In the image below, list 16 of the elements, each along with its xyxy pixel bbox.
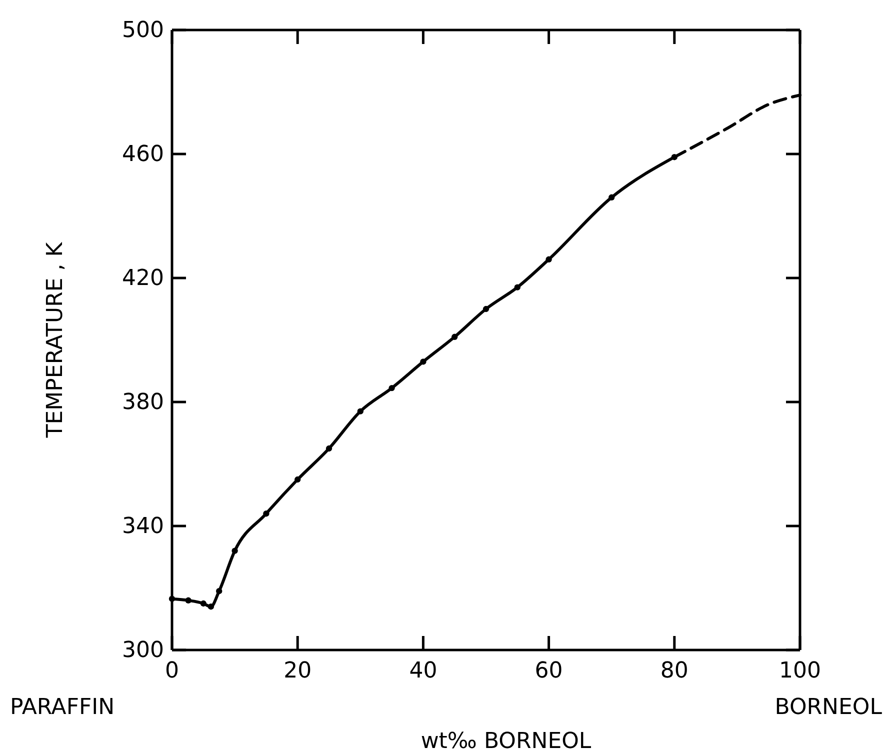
x-axis-title: wt‰ BORNEOL bbox=[420, 729, 592, 754]
x-tick-label: 60 bbox=[534, 658, 563, 684]
x-tick-label: 40 bbox=[409, 658, 438, 684]
text: PARAFFIN bbox=[10, 695, 115, 720]
y-tick-label: 500 bbox=[122, 18, 164, 44]
y-tick-label: 340 bbox=[122, 514, 164, 540]
text: BORNEOL bbox=[774, 695, 883, 720]
y-axis-title: TEMPERATURE , K bbox=[43, 242, 68, 439]
y-tick-label: 300 bbox=[122, 638, 164, 664]
y-tick-label: 380 bbox=[122, 390, 164, 416]
y-tick-label: 420 bbox=[122, 266, 164, 292]
y-tick-label: 460 bbox=[122, 142, 164, 168]
x-tick-label: 80 bbox=[660, 658, 688, 684]
x-tick-label: 100 bbox=[779, 658, 821, 684]
x-tick-label: 0 bbox=[165, 658, 179, 684]
x-tick-label: 20 bbox=[284, 658, 312, 684]
